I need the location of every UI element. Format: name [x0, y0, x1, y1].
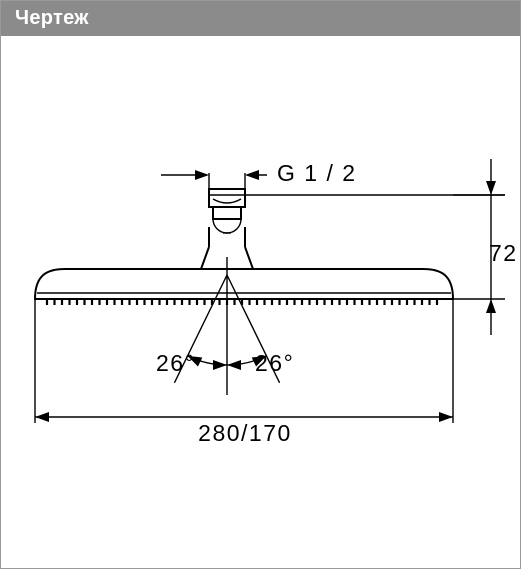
drawing-area: G 1 / 2 26° 26° 72 280/170 [1, 37, 520, 568]
svg-text:26°: 26° [255, 350, 294, 376]
svg-text:26°: 26° [156, 350, 195, 376]
drawing-card: Чертеж G 1 / 2 26° 26° 72 280/170 [0, 0, 521, 569]
svg-text:G 1 / 2: G 1 / 2 [277, 160, 357, 186]
technical-drawing-svg: G 1 / 2 26° 26° 72 280/170 [1, 37, 521, 570]
card-title: Чертеж [15, 7, 89, 29]
svg-text:72: 72 [489, 240, 518, 266]
card-header: Чертеж [1, 1, 520, 36]
svg-text:280/170: 280/170 [198, 420, 292, 446]
